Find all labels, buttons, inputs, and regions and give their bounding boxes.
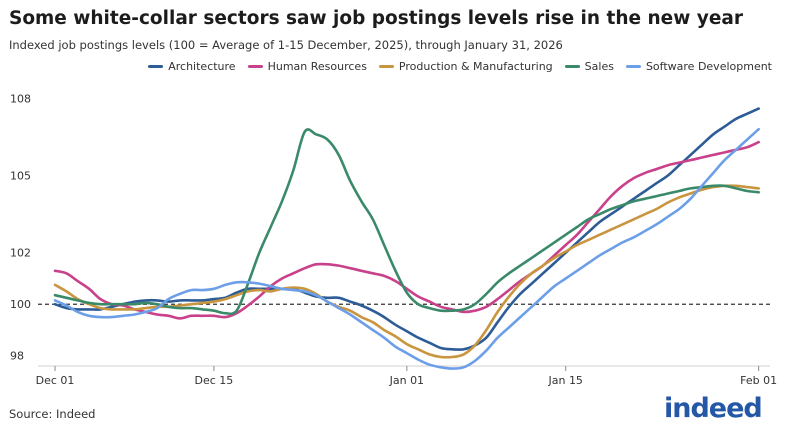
legend-item-human-resources: Human Resources: [247, 60, 367, 73]
legend: Architecture Human Resources Production & …: [136, 60, 772, 73]
x-tick-label: Dec 01: [36, 374, 75, 387]
legend-item-sales: Sales: [564, 60, 614, 73]
legend-label: Software Development: [645, 60, 772, 73]
chart-title: Some white-collar sectors saw job postin…: [9, 8, 743, 29]
x-tick-label: Dec 15: [195, 374, 234, 387]
series-line-software-development: [53, 127, 760, 370]
x-tick-label: Jan 15: [547, 374, 582, 387]
y-tick-label: 100: [10, 298, 31, 311]
y-tick-label: 98: [10, 350, 24, 363]
source-note: Source: Indeed: [9, 407, 96, 421]
legend-swatch: [247, 65, 263, 68]
series-line-sales: [53, 128, 760, 316]
legend-item-architecture: Architecture: [148, 60, 236, 73]
indeed-logo: indeed: [664, 393, 763, 424]
legend-swatch: [148, 65, 164, 68]
series-line-human-resources: [53, 140, 760, 320]
legend-label: Architecture: [168, 60, 236, 73]
y-tick-label: 102: [10, 247, 31, 260]
legend-item-software-development: Software Development: [625, 60, 772, 73]
legend-item-production-manufacturing: Production & Manufacturing: [378, 60, 553, 73]
legend-label: Human Resources: [267, 60, 367, 73]
x-tick-label: Jan 01: [389, 374, 424, 387]
legend-label: Sales: [584, 60, 614, 73]
legend-label: Production & Manufacturing: [398, 60, 553, 73]
series-line-architecture: [53, 107, 760, 351]
legend-swatch: [625, 65, 641, 68]
x-tick-label: Feb 01: [740, 374, 777, 387]
y-tick-label: 105: [10, 170, 31, 183]
legend-swatch: [378, 65, 394, 68]
chart-subtitle: Indexed job postings levels (100 = Avera…: [9, 38, 563, 52]
y-tick-label: 108: [10, 92, 31, 105]
line-chart: 98 100 102 105 108 Dec 01 Dec 15 Jan 01 Jan 15 Fe…: [10, 92, 777, 387]
legend-swatch: [564, 65, 580, 68]
